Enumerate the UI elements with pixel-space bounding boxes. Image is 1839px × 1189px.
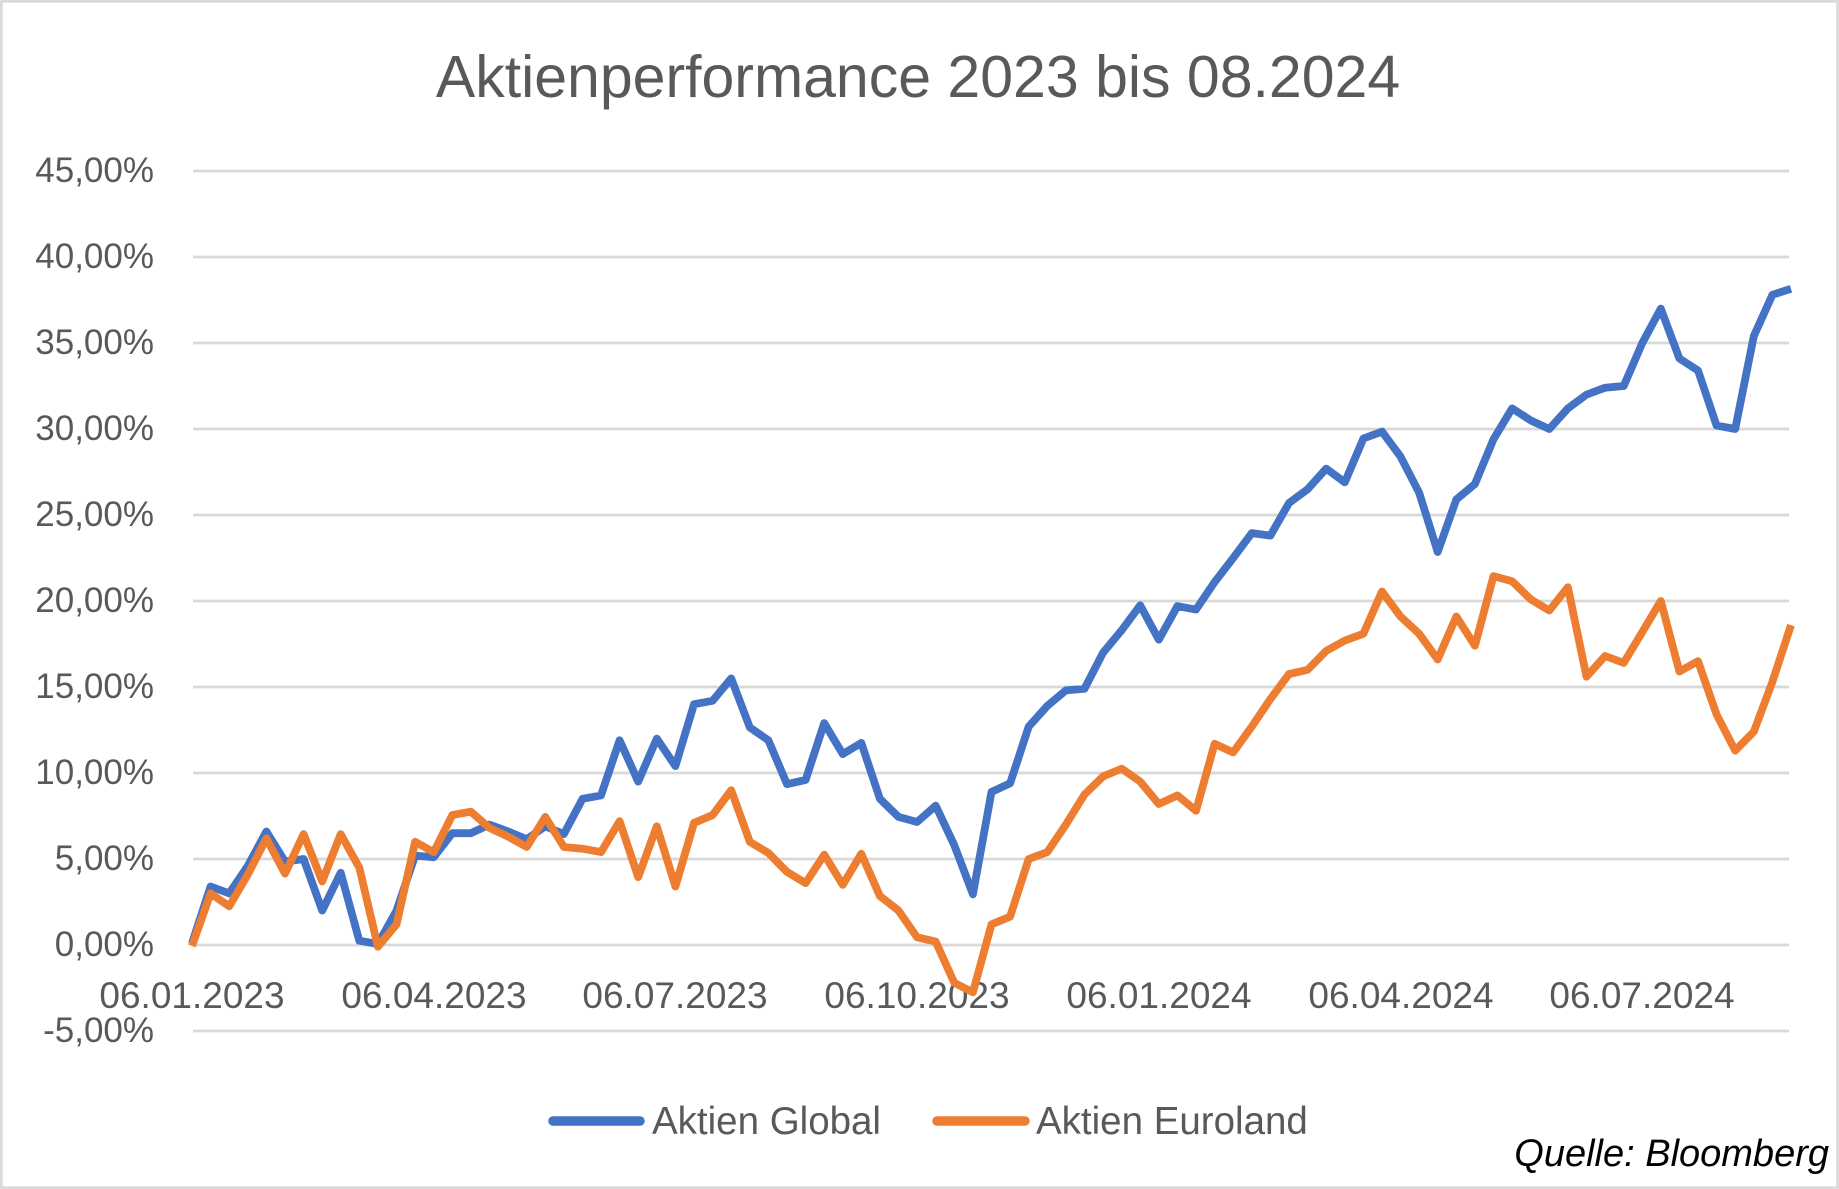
svg-text:20,00%: 20,00%	[35, 581, 154, 620]
svg-text:06.10.2023: 06.10.2023	[824, 975, 1009, 1016]
svg-text:Aktien Global: Aktien Global	[652, 1100, 881, 1143]
svg-text:06.01.2024: 06.01.2024	[1066, 975, 1251, 1016]
svg-text:06.04.2023: 06.04.2023	[341, 975, 526, 1016]
svg-text:45,00%: 45,00%	[35, 151, 154, 190]
svg-text:25,00%: 25,00%	[35, 495, 154, 534]
svg-text:Aktien Euroland: Aktien Euroland	[1036, 1100, 1308, 1143]
svg-text:-5,00%: -5,00%	[43, 1011, 154, 1050]
svg-text:30,00%: 30,00%	[35, 409, 154, 448]
svg-text:15,00%: 15,00%	[35, 667, 154, 706]
svg-text:10,00%: 10,00%	[35, 753, 154, 792]
svg-text:40,00%: 40,00%	[35, 237, 154, 276]
svg-text:0,00%: 0,00%	[55, 925, 154, 964]
svg-text:06.01.2023: 06.01.2023	[99, 975, 284, 1016]
svg-text:5,00%: 5,00%	[55, 839, 154, 878]
svg-text:35,00%: 35,00%	[35, 323, 154, 362]
svg-text:Quelle: Bloomberg: Quelle: Bloomberg	[1514, 1133, 1829, 1175]
svg-text:06.07.2023: 06.07.2023	[582, 975, 767, 1016]
svg-text:06.07.2024: 06.07.2024	[1549, 975, 1734, 1016]
svg-text:Aktienperformance 2023 bis 08.: Aktienperformance 2023 bis 08.2024	[436, 44, 1400, 110]
svg-text:06.04.2024: 06.04.2024	[1308, 975, 1493, 1016]
